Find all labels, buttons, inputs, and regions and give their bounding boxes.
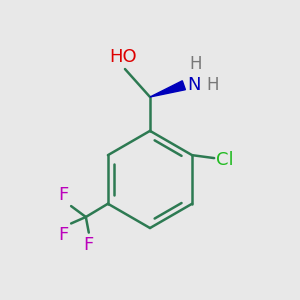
Text: F: F [84, 236, 94, 254]
Text: N: N [187, 76, 200, 94]
Text: H: H [189, 55, 202, 73]
Text: Cl: Cl [216, 151, 233, 169]
Text: H: H [206, 76, 218, 94]
Text: F: F [58, 186, 68, 204]
Text: F: F [58, 226, 68, 244]
Text: HO: HO [110, 48, 137, 66]
Polygon shape [150, 81, 185, 97]
